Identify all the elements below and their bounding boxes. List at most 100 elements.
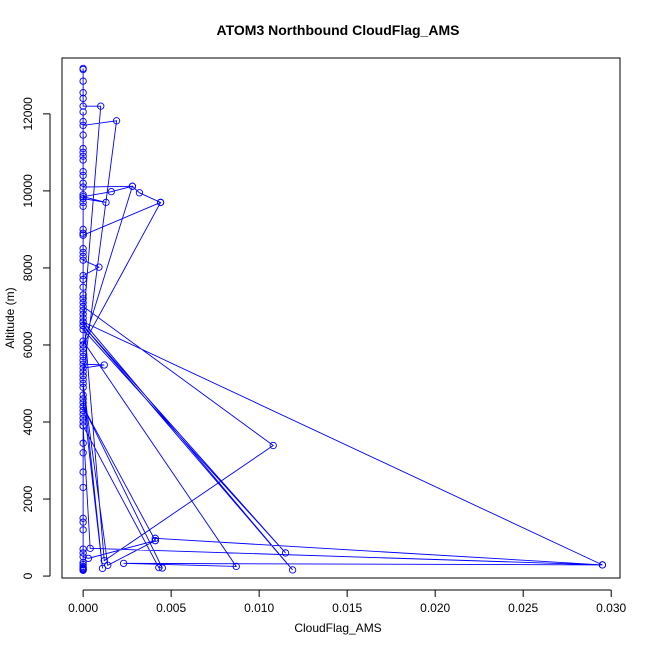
- data-point: [79, 399, 87, 407]
- data-point: [79, 291, 87, 299]
- series-line: [82, 68, 603, 571]
- data-point: [79, 414, 87, 422]
- data-point: [79, 108, 87, 116]
- data-point: [281, 549, 290, 557]
- data-point: [79, 439, 87, 447]
- data-point: [79, 372, 87, 380]
- data-point: [79, 391, 87, 399]
- data-point: [79, 121, 87, 130]
- x-tick-label: 0.030: [596, 601, 626, 615]
- data-point: [79, 383, 87, 391]
- data-point: [156, 198, 165, 207]
- data-point: [79, 167, 87, 176]
- data-point: [79, 306, 87, 314]
- y-tick-label: 4000: [21, 408, 35, 435]
- y-tick-label: 10000: [21, 174, 35, 208]
- data-point: [100, 361, 108, 369]
- data-point: [79, 302, 87, 311]
- x-axis-label: CloudFlag_AMS: [294, 621, 381, 635]
- data-point: [79, 341, 87, 349]
- data-point: [79, 144, 87, 153]
- x-tick-label: 0.005: [156, 601, 186, 615]
- data-point: [79, 553, 87, 561]
- y-tick-label: 12000: [21, 97, 35, 131]
- data-point: [79, 295, 87, 303]
- x-tick-label: 0.020: [420, 601, 450, 615]
- data-point: [102, 198, 110, 207]
- data-point: [135, 189, 144, 197]
- data-point: [79, 283, 87, 291]
- x-tick-label: 0.000: [68, 601, 98, 615]
- data-point: [79, 275, 87, 284]
- data-point: [79, 194, 87, 203]
- data-point: [232, 562, 240, 571]
- x-tick-label: 0.015: [332, 601, 362, 615]
- data-point: [79, 418, 87, 426]
- data-point: [79, 202, 87, 210]
- data-point: [79, 65, 87, 74]
- data-point: [119, 559, 128, 568]
- data-point: [107, 188, 115, 196]
- data-point: [79, 179, 87, 187]
- data-point: [79, 229, 87, 237]
- data-point: [79, 566, 87, 574]
- data-point: [79, 225, 87, 234]
- data-point: [79, 117, 87, 126]
- data-point: [79, 337, 87, 345]
- data-point: [269, 441, 277, 450]
- y-tick-label: 6000: [21, 331, 35, 358]
- data-point: [79, 526, 87, 534]
- data-point: [79, 245, 87, 253]
- data-point: [79, 356, 87, 365]
- data-point: [79, 360, 87, 368]
- data-point: [79, 183, 87, 191]
- x-tick-label: 0.025: [508, 601, 538, 615]
- data-point: [79, 514, 87, 522]
- data-point: [79, 152, 87, 160]
- data-point: [79, 422, 87, 430]
- axes: 0.000 0.005 0.010 0.015 0.020 0.025 0.030 0 2000…: [21, 97, 627, 615]
- data-point: [79, 102, 87, 110]
- data-point: [79, 468, 87, 476]
- data-point: [79, 191, 87, 199]
- data-point: [79, 89, 87, 97]
- data-point: [79, 349, 87, 357]
- data-point: [151, 536, 159, 545]
- data-point: [84, 554, 93, 563]
- plot-frame: [61, 57, 621, 579]
- data-point: [79, 379, 87, 388]
- data-point: [79, 148, 87, 157]
- data-point: [79, 248, 87, 257]
- data-point: [97, 102, 105, 110]
- data-point: [79, 410, 87, 418]
- series-lines: [82, 68, 603, 571]
- data-point: [79, 318, 87, 326]
- data-point: [86, 544, 94, 552]
- data-point: [598, 561, 607, 569]
- data-point: [79, 545, 87, 553]
- data-point: [79, 364, 87, 372]
- data-point: [79, 310, 87, 318]
- data-point: [79, 375, 87, 384]
- data-point: [79, 368, 87, 376]
- data-point: [79, 352, 87, 361]
- y-tick-label: 0: [21, 572, 35, 579]
- data-point: [79, 156, 87, 164]
- data-point: [79, 402, 87, 411]
- data-point: [79, 171, 87, 180]
- series-points: [79, 64, 607, 574]
- data-point: [79, 314, 87, 322]
- chart-text: ATOM3 Northbound CloudFlag_AMS CloudFlag…: [3, 22, 459, 635]
- data-point: [79, 298, 87, 307]
- chart-title: ATOM3 Northbound CloudFlag_AMS: [217, 22, 460, 38]
- data-point: [79, 94, 87, 103]
- data-point: [79, 449, 87, 457]
- data-point: [79, 131, 87, 139]
- data-point: [128, 182, 137, 190]
- data-point: [79, 549, 87, 557]
- data-point: [100, 557, 108, 565]
- data-point: [79, 560, 87, 569]
- data-point: [79, 198, 87, 207]
- data-point: [155, 563, 163, 572]
- data-point: [79, 518, 87, 526]
